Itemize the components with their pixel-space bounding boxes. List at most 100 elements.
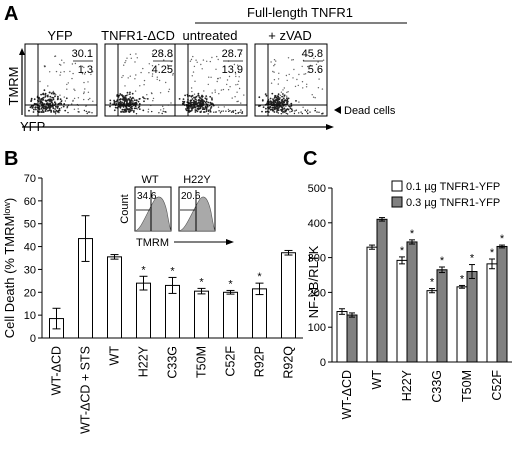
event-dot (220, 110, 222, 113)
event-dot (122, 95, 125, 97)
event-dot (189, 99, 192, 102)
category-label: T50M (460, 370, 474, 402)
event-dot (135, 107, 137, 110)
event-dot (126, 91, 129, 94)
event-dot (276, 111, 278, 113)
event-dot (135, 113, 138, 115)
event-dot (58, 63, 61, 66)
event-dot (240, 102, 242, 104)
event-dot (295, 109, 297, 111)
event-dot (127, 94, 129, 96)
event-dot (38, 108, 41, 111)
lower-quadrant-value: 4.25 (152, 64, 173, 76)
significance-marker: * (170, 265, 175, 277)
event-dot (123, 109, 126, 112)
event-dot (188, 94, 191, 97)
event-dot (237, 112, 239, 114)
dot-plot-events (178, 53, 245, 115)
event-dot (281, 98, 284, 101)
event-dot (238, 76, 240, 78)
event-dot (286, 91, 288, 94)
event-dot (49, 102, 51, 105)
event-dot (282, 111, 284, 113)
event-dot (206, 105, 209, 108)
dot-plot-4: 45.8 5.6 (254, 43, 328, 117)
y-tick-label: 30 (24, 264, 36, 276)
event-dot (240, 53, 242, 55)
event-dot (234, 96, 236, 98)
significance-marker: * (440, 255, 445, 267)
event-dot (286, 79, 288, 82)
y-tick-label: 20 (24, 287, 36, 299)
event-dot (218, 110, 220, 112)
event-dot (42, 106, 44, 109)
event-dot (142, 67, 144, 70)
y-tick-label: 70 (24, 173, 36, 185)
event-dot (268, 106, 271, 108)
event-dot (316, 111, 318, 113)
event-dot (135, 101, 138, 104)
event-dot (287, 57, 290, 59)
event-dot (136, 57, 138, 59)
event-dot (72, 72, 74, 75)
event-dot (298, 101, 300, 103)
event-dot (171, 55, 173, 57)
event-dot (202, 106, 204, 109)
event-dot (40, 107, 43, 110)
event-dot (142, 96, 144, 98)
panel-a-letter: A (4, 3, 18, 25)
event-dot (148, 72, 150, 74)
event-dot (220, 89, 223, 91)
event-dot (314, 107, 317, 110)
event-dot (38, 105, 41, 108)
event-dot (55, 105, 57, 108)
event-dot (270, 108, 273, 111)
inset-wt-value: 34.6 (137, 191, 157, 202)
event-dot (275, 60, 277, 62)
event-dot (53, 111, 55, 113)
event-dot (167, 54, 169, 56)
event-dot (54, 113, 57, 115)
event-dot (282, 108, 284, 111)
event-dot (235, 75, 237, 78)
inset-tmrm-label: TMRM (136, 237, 169, 249)
event-dot (273, 108, 275, 111)
event-dot (122, 75, 124, 77)
event-dot (278, 72, 280, 75)
event-dot (196, 99, 198, 102)
event-dot (129, 53, 132, 56)
event-dot (198, 96, 201, 99)
event-dot (83, 109, 86, 112)
event-dot (261, 99, 264, 101)
event-dot (206, 60, 208, 62)
event-dot (190, 58, 193, 61)
event-dot (55, 70, 58, 73)
event-dot (321, 88, 324, 90)
event-dot (169, 55, 171, 58)
event-dot (191, 75, 193, 77)
event-dot (67, 111, 69, 114)
event-dot (67, 82, 70, 84)
legend-label-low: 0.1 µg TNFR1-YFP (406, 181, 500, 193)
event-dot (302, 87, 304, 89)
event-dot (38, 111, 41, 113)
event-dot (134, 102, 136, 104)
event-dot (151, 92, 153, 95)
event-dot (235, 112, 237, 115)
event-dot (135, 74, 137, 76)
event-dot (41, 97, 44, 100)
event-dot (268, 101, 271, 103)
event-dot (42, 92, 45, 95)
dot-plot-2: 28.8 4.25 (104, 43, 178, 117)
event-dot (35, 106, 37, 109)
event-dot (156, 78, 158, 81)
event-dot (208, 76, 210, 78)
bar-T50M (194, 290, 209, 339)
event-dot (54, 102, 57, 105)
event-dot (147, 111, 149, 113)
event-dot (269, 97, 272, 100)
y-tick-label: 60 (24, 196, 36, 208)
event-dot (298, 73, 300, 76)
event-dot (193, 102, 196, 105)
significance-marker: * (460, 273, 465, 285)
